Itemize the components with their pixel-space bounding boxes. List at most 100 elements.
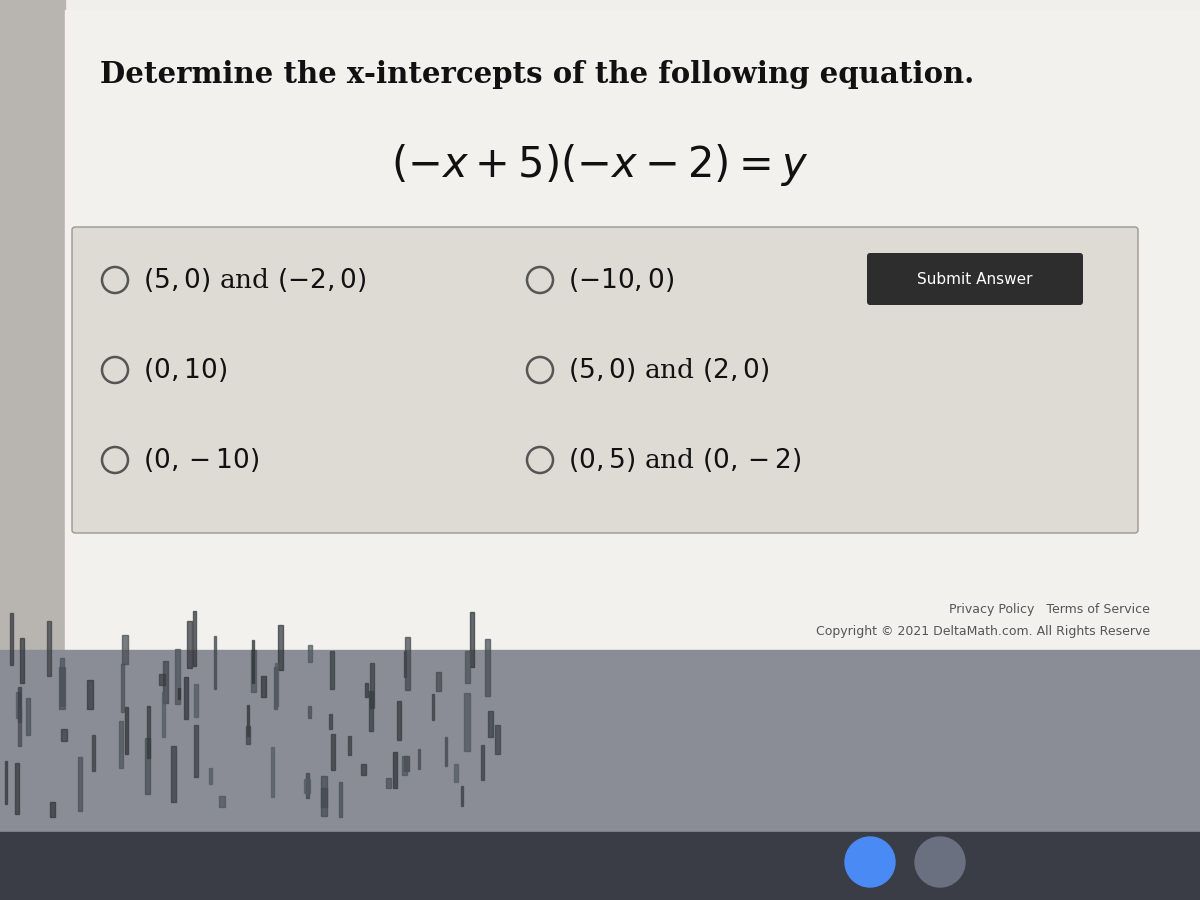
Bar [481, 745, 485, 779]
Bar [306, 773, 310, 797]
Bar [194, 725, 198, 777]
Circle shape [916, 837, 965, 887]
Text: Determine the x-intercepts of the following equation.: Determine the x-intercepts of the follow… [100, 60, 974, 89]
Bar [432, 694, 434, 720]
Bar [65, 10, 1200, 670]
Bar [262, 676, 265, 697]
Text: $(0,5)$ and $(0,-2)$: $(0,5)$ and $(0,-2)$ [568, 446, 802, 474]
Bar [220, 796, 226, 807]
Bar [0, 650, 1200, 832]
Bar [371, 663, 374, 708]
Bar [170, 745, 176, 802]
Bar [418, 750, 420, 769]
Bar [16, 692, 19, 718]
Bar [184, 677, 188, 719]
Bar [11, 613, 13, 665]
Bar [61, 729, 67, 741]
Bar [330, 652, 334, 689]
Bar [20, 638, 24, 683]
Bar [402, 756, 407, 775]
Bar [78, 758, 83, 811]
Bar [307, 644, 312, 662]
Bar [0, 0, 1200, 670]
Bar [162, 692, 166, 737]
Bar [209, 769, 212, 785]
Text: $(5,0)$ and $(2,0)$: $(5,0)$ and $(2,0)$ [568, 356, 769, 384]
FancyBboxPatch shape [72, 227, 1138, 533]
Bar [252, 640, 254, 683]
Bar [485, 639, 491, 696]
Bar [322, 777, 326, 815]
Bar [368, 690, 373, 732]
Bar [397, 701, 401, 740]
Bar [404, 637, 410, 690]
Bar [464, 693, 470, 752]
Bar [121, 664, 124, 713]
Bar [445, 737, 448, 766]
Bar [488, 711, 493, 737]
Bar [5, 760, 7, 804]
Bar [26, 698, 30, 735]
Bar [50, 803, 55, 817]
Bar [386, 778, 391, 788]
Bar [194, 684, 198, 717]
Text: Privacy Policy   Terms of Service: Privacy Policy Terms of Service [949, 604, 1150, 617]
Bar [338, 782, 342, 817]
Bar [436, 672, 442, 691]
Bar [0, 832, 1200, 900]
Bar [18, 708, 22, 745]
Bar [18, 688, 20, 723]
Bar [454, 764, 458, 782]
Bar [247, 705, 248, 736]
Bar [361, 764, 366, 775]
Bar [496, 725, 500, 754]
Bar [246, 725, 250, 744]
Bar [470, 612, 474, 668]
Bar [59, 667, 65, 708]
Bar [365, 683, 368, 697]
Text: $(-x+5)(-x-2)=y$: $(-x+5)(-x-2)=y$ [391, 142, 809, 188]
Text: $(-10,0)$: $(-10,0)$ [568, 266, 674, 294]
Bar [0, 650, 1200, 900]
Bar [175, 649, 180, 704]
Bar [308, 706, 312, 718]
Bar [47, 621, 52, 677]
Bar [160, 674, 164, 685]
Bar [214, 636, 216, 689]
Text: $(0,-10)$: $(0,-10)$ [143, 446, 259, 474]
Bar [278, 626, 283, 670]
Text: Submit Answer: Submit Answer [917, 272, 1033, 286]
Bar [16, 763, 19, 814]
Bar [122, 634, 127, 664]
Bar [322, 788, 326, 806]
Text: $(5,0)$ and $(-2,0)$: $(5,0)$ and $(-2,0)$ [143, 266, 366, 294]
Bar [162, 662, 168, 703]
Bar [304, 779, 310, 793]
Text: $(0,10)$: $(0,10)$ [143, 356, 227, 384]
Bar [60, 658, 64, 706]
Bar [403, 651, 406, 677]
Circle shape [845, 837, 895, 887]
Bar [251, 650, 256, 692]
Text: Copyright © 2021 DeltaMath.com. All Rights Reserve: Copyright © 2021 DeltaMath.com. All Righ… [816, 626, 1150, 638]
Bar [275, 667, 277, 709]
Bar [329, 715, 332, 729]
Bar [271, 747, 274, 797]
Bar [466, 652, 470, 683]
Bar [275, 662, 277, 706]
Bar [348, 736, 350, 754]
Bar [125, 706, 127, 754]
Bar [0, 0, 65, 670]
Bar [193, 611, 196, 666]
Bar [178, 688, 180, 698]
Bar [392, 752, 397, 788]
Bar [145, 738, 150, 794]
Bar [404, 756, 409, 771]
Bar [91, 735, 96, 771]
Bar [331, 734, 336, 770]
Bar [88, 680, 92, 709]
Bar [187, 621, 192, 668]
Bar [148, 706, 150, 759]
Bar [119, 721, 124, 768]
Bar [461, 786, 463, 806]
